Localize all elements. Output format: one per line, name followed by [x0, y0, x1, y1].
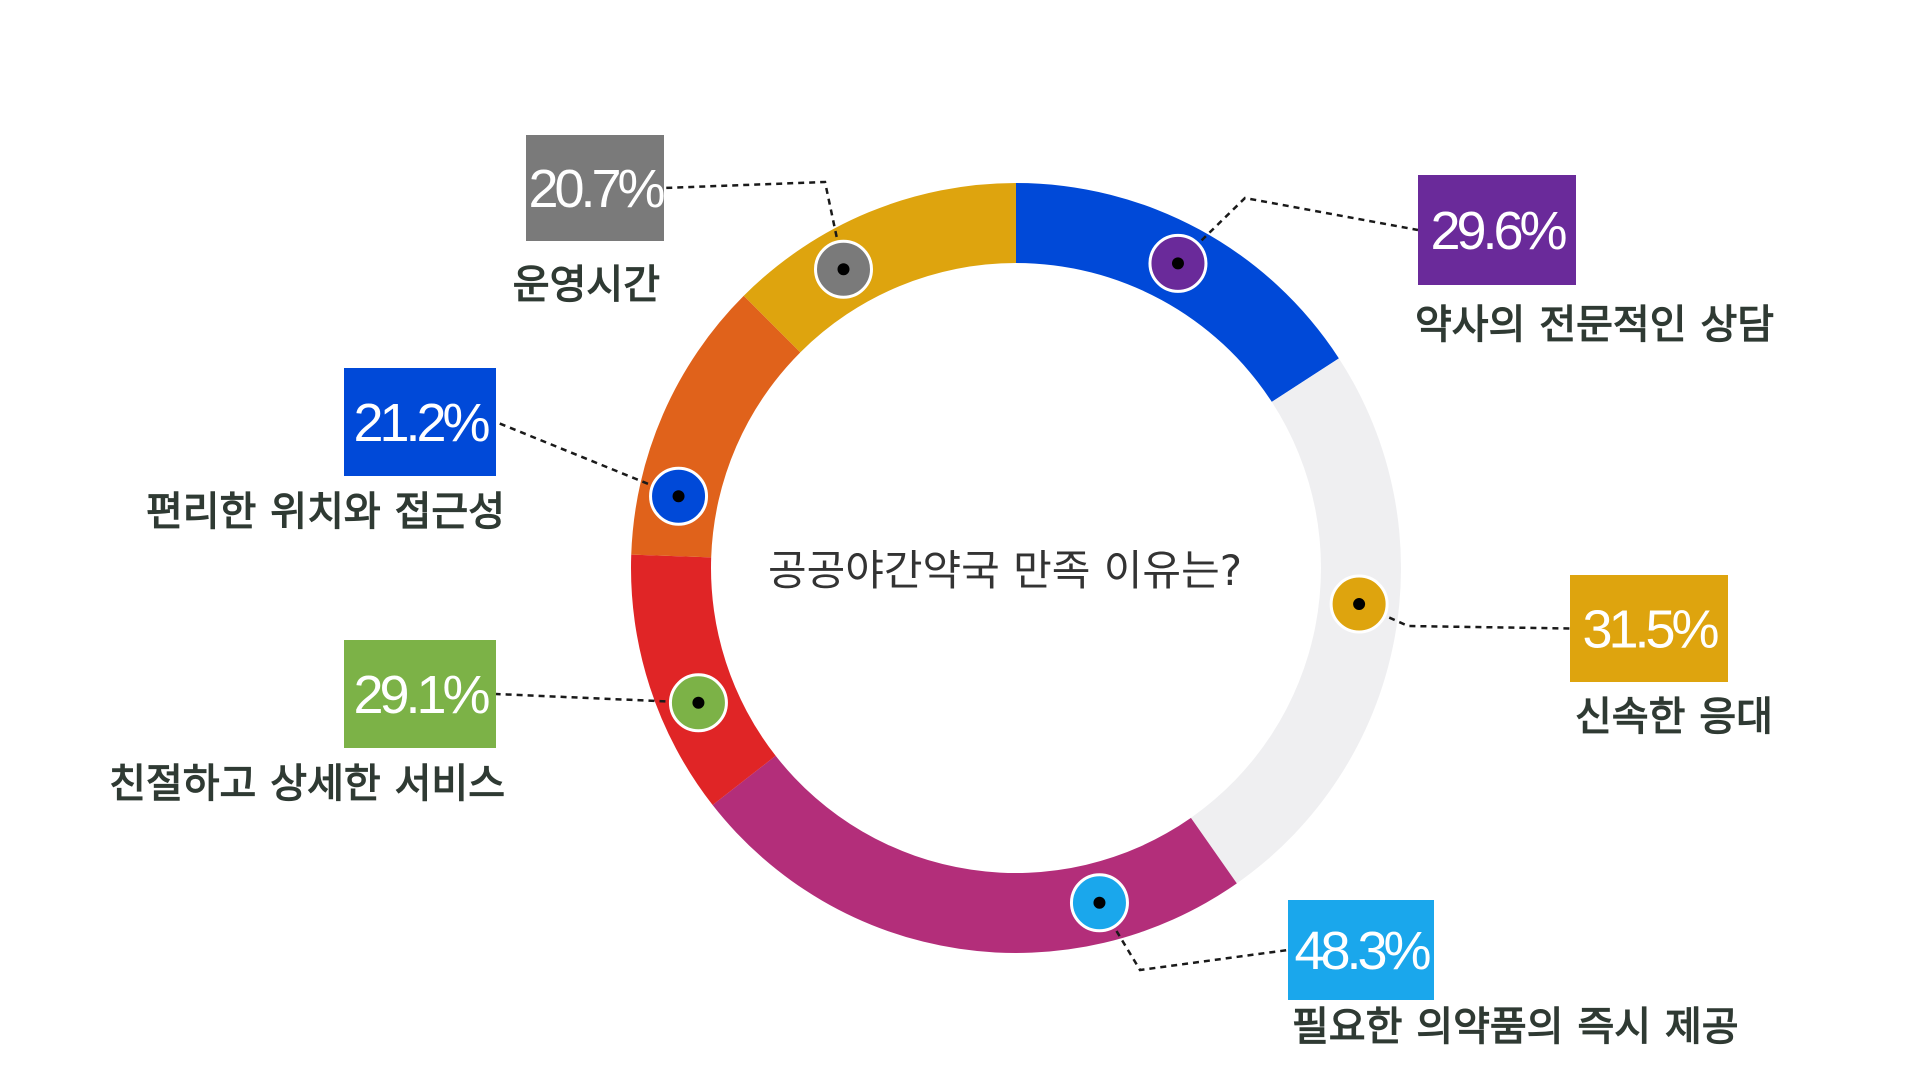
- value-box-1: [1418, 175, 1576, 285]
- ring-segment-2: [1190, 358, 1402, 884]
- ring-segment-3: [712, 755, 1237, 953]
- slice-marker-dot-1: [1171, 257, 1184, 270]
- category-label-4: 친절하고 상세한 서비스: [109, 761, 505, 807]
- value-label-1: 29.6%: [1430, 201, 1566, 261]
- value-label-2: 31.5%: [1582, 600, 1718, 660]
- ring-segment-6: [743, 183, 1016, 353]
- value-label-5: 21.2%: [353, 393, 489, 453]
- value-box-4: [344, 640, 496, 748]
- slice-marker-dot-5: [672, 490, 685, 503]
- value-label-4: 29.1%: [353, 665, 489, 725]
- slice-marker-dot-2: [1353, 598, 1366, 611]
- slice-marker-dot-4: [692, 696, 705, 709]
- value-boxes: 29.6% 31.5% 48.3% 29.1% 21.2% 20.7%: [344, 135, 1728, 1000]
- category-label-2: 신속한 응대: [1575, 694, 1773, 740]
- category-label-5: 편리한 위치와 접근성: [146, 489, 505, 535]
- ring-segment-5: [631, 295, 801, 558]
- category-label-1: 약사의 전문적인 상담: [1415, 302, 1774, 348]
- value-box-5: [344, 368, 496, 476]
- leader-line-1: [1177, 196, 1419, 265]
- value-label-3: 48.3%: [1294, 921, 1430, 981]
- leader-line-4: [495, 692, 699, 705]
- leader-line-6: [663, 180, 845, 270]
- category-label-3: 필요한 의약품의 즉시 제공: [1292, 1004, 1739, 1050]
- value-label-6: 20.7%: [528, 159, 664, 219]
- category-label-6: 운영시간: [513, 262, 660, 308]
- slice-marker-dot-6: [837, 263, 850, 276]
- slice-markers: [649, 233, 1389, 933]
- chart-title: 공공야간약국 만족 이유는?: [768, 546, 1242, 595]
- value-box-2: [1570, 575, 1728, 682]
- value-box-3: [1288, 900, 1434, 1000]
- value-box-6: [526, 135, 664, 241]
- slice-marker-dot-3: [1093, 896, 1106, 909]
